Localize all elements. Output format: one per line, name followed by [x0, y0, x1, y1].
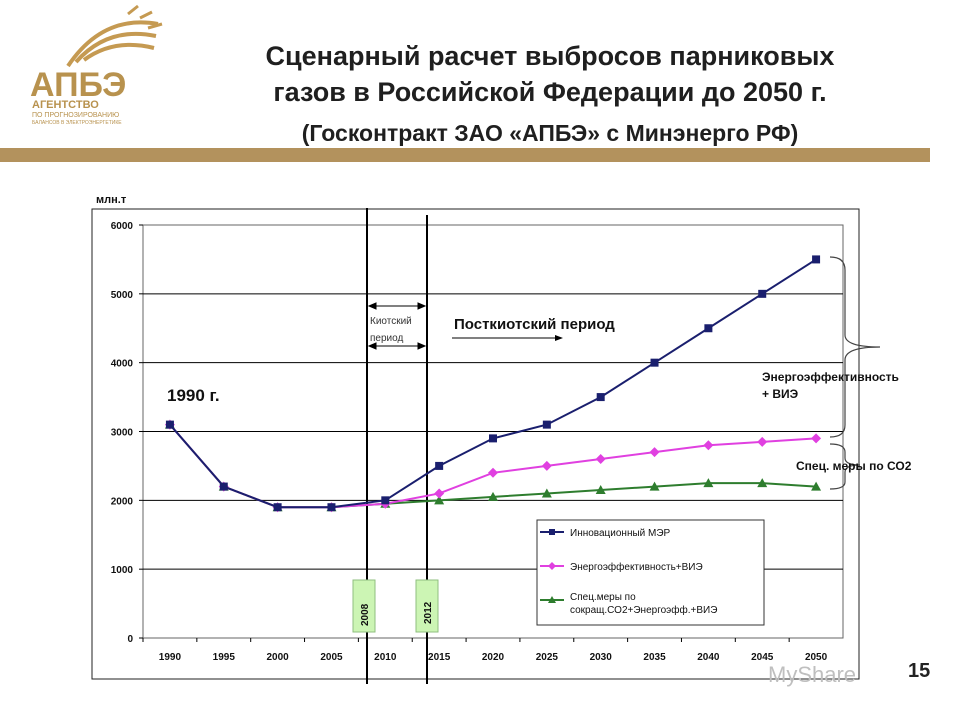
data-point	[811, 481, 822, 491]
logo-line1: АГЕНТСТВО	[32, 99, 99, 111]
x-tick-label: 2020	[482, 652, 505, 663]
y-tick-label: 0	[127, 634, 133, 645]
chart-legend: Инновационный МЭР Энергоэффективность+ВИЭ…	[536, 519, 765, 626]
data-point	[541, 460, 552, 471]
series-line	[165, 255, 821, 512]
x-tick-label: 2050	[805, 652, 828, 663]
y-tick-label: 1000	[111, 565, 134, 576]
legend-label: Инновационный МЭР	[570, 528, 671, 539]
label-1990: 1990 г.	[167, 386, 220, 405]
brace-lower	[829, 443, 861, 490]
title-line1: Сценарный расчет выбросов парниковых	[265, 41, 835, 71]
chart-frame	[91, 208, 860, 680]
y-tick-label: 5000	[111, 290, 134, 301]
x-tick-label: 2005	[320, 652, 343, 663]
header-divider	[0, 148, 930, 162]
x-tick-label: 2045	[751, 652, 774, 663]
data-point	[381, 496, 390, 505]
title-line2: газов в Российской Федерации до 2050 г.	[273, 77, 827, 107]
data-point	[327, 503, 336, 512]
apbe-logo: АПБЭ АГЕНТСТВО ПО ПРОГНОЗИРОВАНИЮ БАЛАНС…	[28, 4, 178, 126]
legend-label: Энергоэффективность+ВИЭ	[570, 561, 703, 573]
x-tick-label: 1990	[159, 652, 182, 663]
data-point	[596, 393, 605, 402]
data-point	[703, 478, 714, 488]
x-tick-label: 2000	[266, 652, 289, 663]
data-point	[595, 454, 606, 465]
data-point	[542, 420, 551, 429]
post-kyoto-label: Посткиотский период	[454, 316, 615, 333]
data-point	[812, 255, 821, 264]
sun-rays-icon	[66, 4, 163, 68]
logo-acronym: АПБЭ	[30, 66, 126, 104]
legend-label: Спец.меры по сокращ.СО2+Энергоэфф.+ВИЭ	[570, 592, 717, 616]
data-point	[434, 495, 445, 505]
data-point	[758, 289, 767, 298]
data-point	[435, 461, 444, 470]
data-point	[548, 596, 556, 603]
y-tick-label: 6000	[111, 221, 134, 232]
post-kyoto-arrow	[452, 335, 563, 341]
data-point	[219, 482, 228, 491]
logo-line2: ПО ПРОГНОЗИРОВАНИЮ	[32, 112, 119, 119]
data-point	[165, 420, 174, 429]
x-tick-label: 2025	[536, 652, 559, 663]
watermark: MyShare	[768, 662, 857, 687]
brace-lower-label: Спец. меры по СО2	[796, 459, 912, 473]
marker-2008-box: 2008	[352, 579, 376, 633]
data-point	[434, 488, 445, 499]
data-point	[548, 562, 556, 570]
y-tick-label: 4000	[111, 359, 134, 370]
data-point	[703, 440, 714, 451]
data-point	[541, 488, 552, 498]
y-tick-label: 3000	[111, 428, 134, 439]
data-point	[549, 529, 555, 535]
data-point	[649, 481, 660, 491]
x-tick-label: 2035	[643, 652, 666, 663]
slide-title: Сценарный расчет выбросов парниковых газ…	[200, 38, 900, 150]
data-point	[650, 358, 659, 367]
data-point	[489, 434, 497, 443]
marker-2012-box: 2012	[415, 579, 439, 633]
y-tick-label: 2000	[111, 496, 134, 507]
data-point	[273, 503, 282, 512]
x-tick-label: 2030	[590, 652, 613, 663]
marker-2008-label: 2008	[360, 603, 371, 626]
data-point	[595, 485, 606, 495]
x-tick-label: 1995	[213, 652, 236, 663]
x-tick-label: 2015	[428, 652, 451, 663]
kyoto-arrow	[367, 302, 427, 350]
logo-line3: БАЛАНСОВ В ЭЛЕКТРОЭНЕРГЕТИКЕ	[32, 120, 122, 126]
kyoto-label: Киотский период	[370, 316, 415, 344]
brace-upper	[829, 256, 881, 438]
subtitle: (Госконтракт ЗАО «АПБЭ» с Минэнерго РФ)	[301, 120, 799, 146]
data-point	[488, 467, 498, 478]
data-point	[649, 447, 660, 458]
brace-upper-label: Энергоэффективность + ВИЭ	[762, 370, 902, 401]
page-number: 15	[908, 660, 931, 682]
data-point	[757, 478, 768, 488]
x-tick-label: 2040	[697, 652, 720, 663]
x-tick-label: 2010	[374, 652, 397, 663]
data-point	[757, 436, 768, 447]
data-point	[811, 433, 822, 444]
marker-2012-label: 2012	[423, 601, 434, 624]
y-axis-unit: млн.т	[96, 194, 127, 206]
data-point	[704, 324, 713, 333]
data-point	[488, 491, 498, 501]
